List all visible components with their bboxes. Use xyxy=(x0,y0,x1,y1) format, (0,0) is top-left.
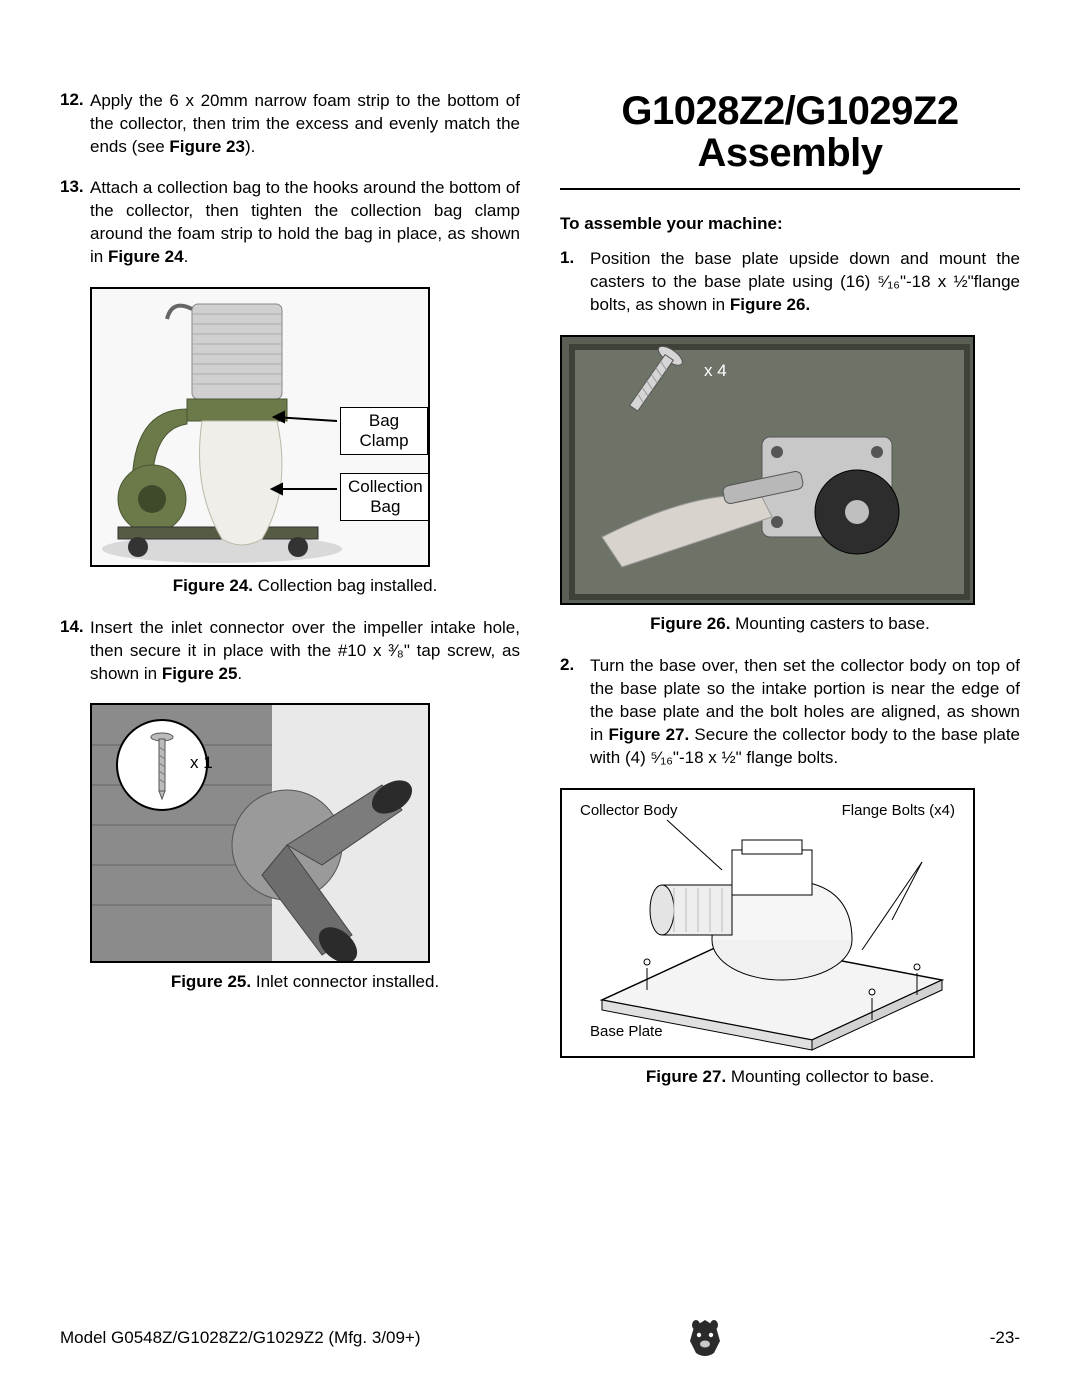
right-column: G1028Z2/G1029Z2Assembly To assemble your… xyxy=(560,90,1020,1108)
step-14: 14. Insert the inlet connector over the … xyxy=(60,617,520,686)
step-number: 1. xyxy=(560,248,590,317)
label-base-plate: Base Plate xyxy=(590,1023,663,1040)
step-1: 1. Position the base plate upside down a… xyxy=(560,248,1020,317)
figure-27-caption: Figure 27. Mounting collector to base. xyxy=(560,1066,1020,1088)
step-text: Insert the inlet connector over the impe… xyxy=(90,617,520,686)
figure-27-image: Collector Body Flange Bolts (x4) Base Pl… xyxy=(560,788,975,1058)
two-column-layout: 12. Apply the 6 x 20mm narrow foam strip… xyxy=(60,90,1020,1108)
step-number: 2. xyxy=(560,655,590,770)
title-rule xyxy=(560,188,1020,190)
label-flange-bolts: Flange Bolts (x4) xyxy=(842,802,955,819)
assemble-subheading: To assemble your machine: xyxy=(560,214,1020,234)
figure-24-block: Bag Clamp Collection Bag Figure 24. Coll… xyxy=(90,287,520,597)
footer-model: Model G0548Z/G1028Z2/G1029Z2 (Mfg. 3/09+… xyxy=(60,1328,421,1348)
step-12: 12. Apply the 6 x 20mm narrow foam strip… xyxy=(60,90,520,159)
figure-25-caption: Figure 25. Inlet connector installed. xyxy=(90,971,520,993)
qty-label: x 1 xyxy=(190,753,213,773)
figure-24-image: Bag Clamp Collection Bag xyxy=(90,287,430,567)
right-steps-1: 1. Position the base plate upside down a… xyxy=(560,248,1020,317)
step-text: Attach a collection bag to the hooks aro… xyxy=(90,177,520,269)
step-text: Apply the 6 x 20mm narrow foam strip to … xyxy=(90,90,520,159)
left-column: 12. Apply the 6 x 20mm narrow foam strip… xyxy=(60,90,520,1108)
left-steps-14: 14. Insert the inlet connector over the … xyxy=(60,617,520,686)
step-number: 13. xyxy=(60,177,90,269)
qty-label: x 4 xyxy=(704,361,727,381)
figure-26-image: x 4 xyxy=(560,335,975,605)
step-13: 13. Attach a collection bag to the hooks… xyxy=(60,177,520,269)
label-collector-body: Collector Body xyxy=(580,802,678,819)
figure-25-image: x 1 xyxy=(90,703,430,963)
page-footer: Model G0548Z/G1028Z2/G1029Z2 (Mfg. 3/09+… xyxy=(60,1317,1020,1359)
left-steps-12-13: 12. Apply the 6 x 20mm narrow foam strip… xyxy=(60,90,520,269)
step-text: Position the base plate upside down and … xyxy=(590,248,1020,317)
figure-26-block: x 4 Figure 26. Mounting casters to base. xyxy=(560,335,1020,635)
figure-25-block: x 1 Figure 25. Inlet connector installed… xyxy=(90,703,520,993)
callout-collection-bag: Collection Bag xyxy=(340,473,430,522)
figure-26-caption: Figure 26. Mounting casters to base. xyxy=(560,613,1020,635)
section-title: G1028Z2/G1029Z2Assembly xyxy=(560,90,1020,174)
right-steps-2: 2. Turn the base over, then set the coll… xyxy=(560,655,1020,770)
figure-27-block: Collector Body Flange Bolts (x4) Base Pl… xyxy=(560,788,1020,1088)
footer-page-number: -23- xyxy=(990,1328,1020,1348)
step-2: 2. Turn the base over, then set the coll… xyxy=(560,655,1020,770)
step-number: 12. xyxy=(60,90,90,159)
callout-bag-clamp: Bag Clamp xyxy=(340,407,428,456)
figure-24-caption: Figure 24. Collection bag installed. xyxy=(90,575,520,597)
step-number: 14. xyxy=(60,617,90,686)
step-text: Turn the base over, then set the collect… xyxy=(590,655,1020,770)
footer-logo-icon xyxy=(684,1317,726,1359)
